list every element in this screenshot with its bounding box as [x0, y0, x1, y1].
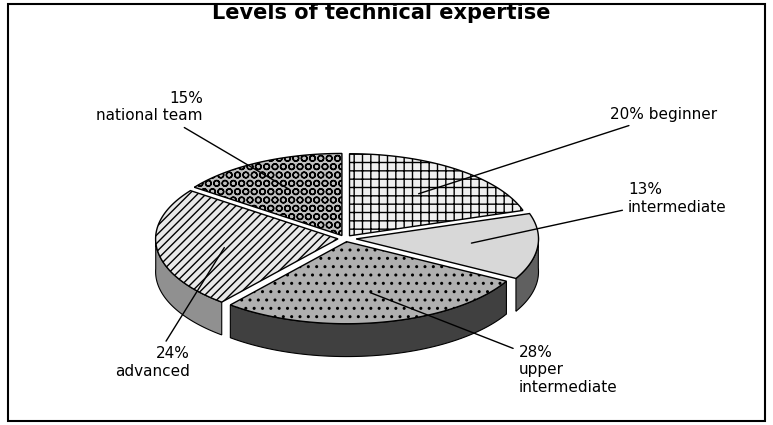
Polygon shape: [194, 153, 342, 235]
Polygon shape: [230, 242, 506, 324]
Title: Levels of technical expertise: Levels of technical expertise: [213, 3, 551, 23]
Polygon shape: [356, 213, 539, 278]
Text: 24%
advanced: 24% advanced: [115, 248, 224, 379]
Text: 13%
intermediate: 13% intermediate: [472, 182, 727, 243]
Polygon shape: [516, 235, 539, 311]
Polygon shape: [230, 281, 506, 357]
Text: 15%
national team: 15% national team: [97, 91, 288, 189]
Polygon shape: [155, 191, 338, 302]
Text: 20% beginner: 20% beginner: [419, 107, 717, 194]
Polygon shape: [349, 154, 523, 236]
Text: 28%
upper
intermediate: 28% upper intermediate: [370, 293, 618, 395]
Polygon shape: [155, 236, 222, 335]
